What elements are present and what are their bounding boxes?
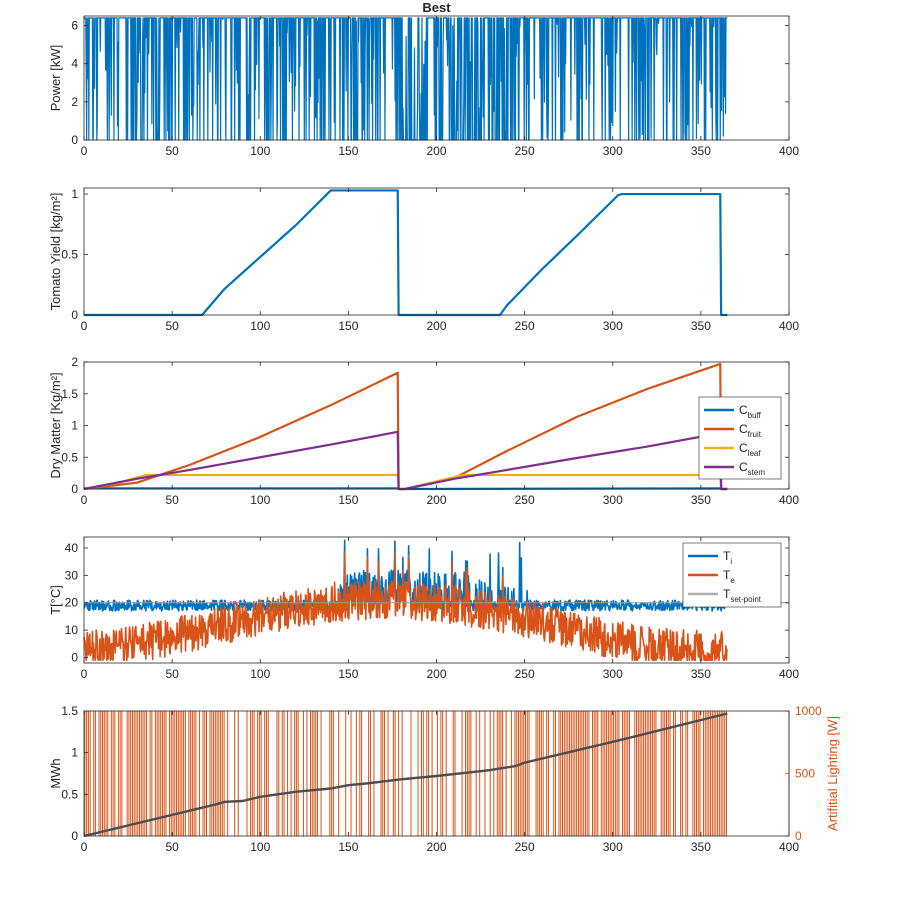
drymatter-ytick-label: 1 [71,419,78,433]
yield-ytick-label: 1 [71,187,78,201]
power-xtick-label: 150 [338,144,358,158]
power-xtick-label: 350 [691,144,711,158]
drymatter-xtick-label: 150 [338,493,358,507]
drymatter-chart: 0 50 100 150 200 250 300 350 400 0 0.5 1 1.5 2 Dry Mat… [48,355,799,507]
temperature-ytick-label: 30 [65,568,79,582]
drymatter-xtick-label: 250 [515,493,535,507]
yield-xtick-label: 250 [515,319,535,333]
temperature-xtick-label: 100 [250,667,270,681]
energy-series-artificial-lighting [84,711,727,836]
temperature-legend-label: Tset-point [723,587,762,604]
yield-xtick-label: 0 [81,319,88,333]
yield-xtick-label: 400 [779,319,799,333]
temperature-xtick-label: 350 [691,667,711,681]
drymatter-ylabel: Dry Matter [Kg/m²] [48,372,63,478]
yield-ytick-label: 0 [71,308,78,322]
energy-xtick-label: 100 [250,840,270,854]
energy-xtick-label: 0 [81,840,88,854]
energy-xtick-label: 250 [515,840,535,854]
power-ytick-label: 2 [71,95,78,109]
temperature-ytick-label: 40 [65,541,79,555]
energy-y2tick-label: 500 [795,767,815,781]
energy-xtick-label: 150 [338,840,358,854]
temperature-ylabel: T[°C] [48,585,63,615]
drymatter-xtick-label: 200 [426,493,446,507]
energy-ylabel: MWh [48,758,63,788]
temperature-legend-label: Te [723,568,735,585]
energy-xtick-label: 300 [603,840,623,854]
yield-plot-area [84,188,789,315]
temperature-ytick-label: 0 [71,651,78,665]
drymatter-xtick-label: 300 [603,493,623,507]
power-ytick-label: 4 [71,57,78,71]
yield-xtick-label: 200 [426,319,446,333]
energy-ytick-label: 1.5 [61,704,78,718]
power-xtick-label: 400 [779,144,799,158]
yield-xtick-label: 50 [165,319,179,333]
yield-ylabel: Tomato Yield [kg/m²] [48,193,63,311]
power-xtick-label: 100 [250,144,270,158]
power-xtick-label: 200 [426,144,446,158]
temperature-xtick-label: 400 [779,667,799,681]
drymatter-ytick-label: 2 [71,355,78,369]
yield-xtick-label: 350 [691,319,711,333]
temperature-xtick-label: 250 [515,667,535,681]
power-chart: Best 0 50 100 150 200 250 300 350 400 0 2 4 6 Power [k… [48,0,799,158]
drymatter-legend-label: Cleaf [739,441,761,458]
power-ytick-label: 0 [71,133,78,147]
power-xtick-label: 0 [81,144,88,158]
chart-title: Best [422,0,451,15]
power-ylabel: Power [kW] [48,45,63,111]
drymatter-ytick-label: 0.5 [61,450,78,464]
drymatter-xtick-label: 100 [250,493,270,507]
energy-xtick-label: 200 [426,840,446,854]
drymatter-xtick-label: 400 [779,493,799,507]
energy-series-mwh [83,712,728,838]
energy-xtick-label: 50 [165,840,179,854]
yield-xtick-label: 300 [603,319,623,333]
energy-xtick-label: 400 [779,840,799,854]
power-xtick-label: 250 [515,144,535,158]
temperature-series-t-e [83,551,728,662]
energy-y2label: Artifitial Lighting [W] [825,716,840,831]
power-ytick-label: 6 [71,19,78,33]
drymatter-xtick-label: 350 [691,493,711,507]
drymatter-legend-label: Cfruit [739,422,762,439]
energy-xtick-label: 350 [691,840,711,854]
drymatter-ytick-label: 1.5 [61,387,78,401]
temperature-ytick-label: 10 [65,623,79,637]
power-xtick-label: 50 [165,144,179,158]
energy-y2tick-label: 1000 [795,704,822,718]
temperature-ytick-label: 20 [65,596,79,610]
temperature-xtick-label: 200 [426,667,446,681]
power-xtick-label: 300 [603,144,623,158]
energy-y2tick-label: 0 [795,829,802,843]
drymatter-ytick-label: 0 [71,482,78,496]
energy-ytick-label: 0.5 [61,787,78,801]
yield-xtick-label: 150 [338,319,358,333]
energy-ytick-label: 1 [71,746,78,760]
temperature-legend-label: Ti [723,549,732,566]
drymatter-legend-label: Cstem [739,460,765,477]
drymatter-legend-label: Cbuff [739,403,762,420]
drymatter-xtick-label: 0 [81,493,88,507]
drymatter-xtick-label: 50 [165,493,179,507]
temperature-legend: Ti Te Tset-point [682,542,782,608]
yield-chart: 0 50 100 150 200 250 300 350 400 0 0.5 1 Tomato Yiel… [48,187,799,333]
temperature-xtick-label: 50 [165,667,179,681]
temperature-xtick-label: 0 [81,667,88,681]
yield-xtick-label: 100 [250,319,270,333]
yield-ytick-label: 0.5 [61,248,78,262]
energy-ytick-label: 0 [71,829,78,843]
temperature-xtick-label: 300 [603,667,623,681]
drymatter-legend: Cbuff Cfruit Cleaf Cstem [698,396,782,480]
temperature-xtick-label: 150 [338,667,358,681]
energy-plot-area [84,711,789,836]
temperature-chart: 0 50 100 150 200 250 300 350 400 0 10 20 30 40 T[°C] Ti… [48,536,799,681]
